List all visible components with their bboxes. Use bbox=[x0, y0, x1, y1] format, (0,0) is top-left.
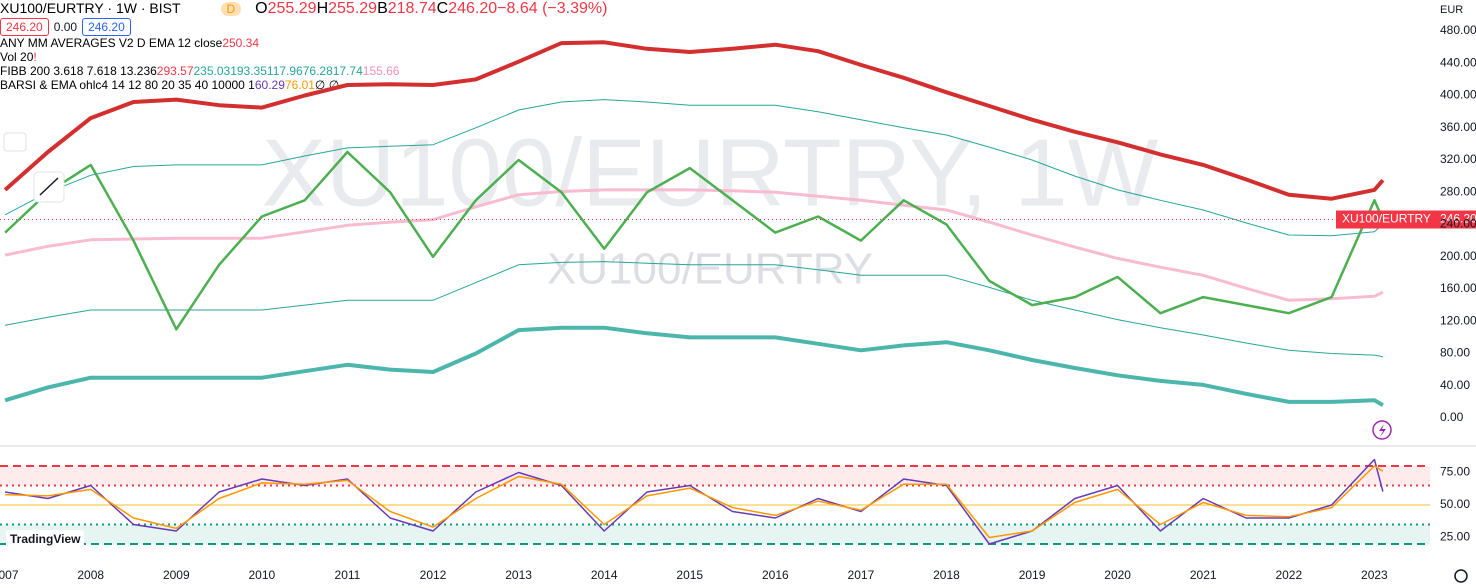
alert-icon bbox=[1372, 420, 1392, 440]
series-line bbox=[4, 99, 1384, 237]
y-tick-label: 50.00 bbox=[1440, 497, 1470, 511]
price-box: 246.20 bbox=[82, 18, 131, 36]
ohlc-label: H bbox=[316, 0, 329, 17]
ohlc-label: C bbox=[436, 0, 449, 17]
settings-icon bbox=[1454, 569, 1468, 583]
indicator-name: FIBB 200 3.618 7.618 13.236 bbox=[0, 64, 157, 78]
watermark: XU100/EURTRY, 1W bbox=[262, 119, 1159, 226]
x-tick-label: 2023 bbox=[1361, 568, 1388, 582]
y-tick-label: 120.00 bbox=[1440, 313, 1476, 327]
price-box: 0.00 bbox=[53, 20, 78, 34]
indicator-header: FIBB 200 3.618 7.618 13.236293.57235.031… bbox=[0, 64, 1476, 78]
ohlc-item: H255.29 bbox=[317, 0, 378, 17]
y-tick-label: 25.00 bbox=[1440, 530, 1470, 544]
x-tick-label: 2014 bbox=[591, 568, 618, 582]
x-tick-label: 2007 bbox=[0, 568, 19, 582]
indicator-value: 117.96 bbox=[266, 64, 303, 78]
x-tick-label: 2013 bbox=[505, 568, 532, 582]
ohlc-label: O bbox=[255, 0, 268, 17]
x-tick-label: 2019 bbox=[1019, 568, 1046, 582]
indicator-name: ANY MM AVERAGES V2 D EMA 12 close bbox=[0, 36, 223, 50]
ohlc-value: 255.29 bbox=[328, 0, 378, 17]
x-tick-label: 2009 bbox=[163, 568, 190, 582]
indicator-value: 155.66 bbox=[362, 64, 400, 78]
x-tick-label: 2008 bbox=[77, 568, 104, 582]
ohlc-value: 246.20 bbox=[448, 0, 498, 17]
indicator-value: 235.03 bbox=[193, 64, 231, 78]
y-tick-label: 360.00 bbox=[1440, 120, 1476, 134]
rsi-oversold-zone bbox=[0, 524, 1430, 545]
ohlc-item: B218.74 bbox=[377, 0, 437, 17]
ohlc-value: 218.74 bbox=[387, 0, 437, 17]
y-tick-label: 280.00 bbox=[1440, 184, 1476, 198]
indicator-value: 76.28 bbox=[302, 64, 333, 78]
series-line bbox=[4, 188, 1384, 302]
tool-icon bbox=[39, 177, 59, 196]
x-tick-label: 2018 bbox=[933, 568, 960, 582]
x-tick-label: 2016 bbox=[762, 568, 789, 582]
series-line bbox=[4, 325, 1384, 407]
indicator-header: Vol 20! bbox=[0, 50, 1476, 64]
logo-text: TradingView bbox=[10, 532, 81, 546]
rsi-badge: BA bbox=[0, 78, 17, 92]
x-tick-label: 2017 bbox=[848, 568, 875, 582]
rsi-header: BARSI & EMA ohlc4 14 12 80 20 35 40 1000… bbox=[0, 78, 1476, 92]
y-tick-label: 400.00 bbox=[1440, 88, 1476, 102]
ohlc-label: B bbox=[377, 0, 388, 17]
indicator-value: 193.35 bbox=[230, 64, 267, 78]
y-tick-label: 160.00 bbox=[1440, 281, 1476, 295]
price-tag-value: 246.20 bbox=[1440, 212, 1476, 226]
change: −8.64 (−3.39%) bbox=[497, 0, 608, 17]
price-box: 246.20 bbox=[0, 18, 49, 36]
indicator-value: 250.34 bbox=[222, 36, 260, 50]
tool-button bbox=[3, 132, 27, 152]
ohlc-item: C246.20 bbox=[437, 0, 498, 17]
rsi-value: 76.01 bbox=[284, 78, 315, 92]
y-tick-label: 80.00 bbox=[1440, 346, 1470, 360]
y-tick-label: 480.00 bbox=[1440, 23, 1476, 37]
x-tick-label: 2011 bbox=[335, 568, 361, 582]
alert-bolt bbox=[1379, 424, 1386, 437]
price-tag-label: XU100/EURTRY bbox=[1342, 212, 1431, 226]
y-tick-label: 40.00 bbox=[1440, 378, 1470, 392]
x-tick-label: 2015 bbox=[676, 568, 703, 582]
y-tick-label: 0.00 bbox=[1440, 410, 1464, 424]
y-tick-label: 320.00 bbox=[1440, 152, 1476, 166]
y-tick-label: 240.00 bbox=[1440, 217, 1476, 231]
series-line bbox=[5, 465, 1384, 539]
x-tick-label: 2021 bbox=[1190, 568, 1217, 582]
indicator-value: ! bbox=[33, 50, 37, 64]
ohlc-value: 255.29 bbox=[267, 0, 317, 17]
series-line bbox=[4, 150, 1385, 331]
y-tick-label: 75.00 bbox=[1440, 465, 1470, 479]
x-tick-label: 2022 bbox=[1275, 568, 1302, 582]
x-tick-label: 2020 bbox=[1104, 568, 1131, 582]
series-line bbox=[5, 261, 1383, 358]
indicator-value: 293.57 bbox=[156, 64, 194, 78]
x-tick-label: 2012 bbox=[420, 568, 447, 582]
rsi-name: RSI & EMA ohlc4 14 12 80 20 35 40 10000 … bbox=[16, 78, 255, 92]
price-tag-bg bbox=[1336, 210, 1476, 229]
indicator-value: 17.74 bbox=[332, 64, 363, 78]
rsi-overbought-zone bbox=[0, 465, 1430, 486]
indicator-header: ANY MM AVERAGES V2 D EMA 12 close250.34 bbox=[0, 36, 1476, 50]
y-tick-label: 200.00 bbox=[1440, 249, 1476, 263]
ohlc-item: O255.29 bbox=[255, 0, 316, 17]
axis-unit: EUR bbox=[1440, 4, 1463, 16]
symbol-header: XU100/EURTRY · 1W · BIST D O255.29H255.29B… bbox=[0, 0, 1476, 18]
x-tick-label: 2010 bbox=[249, 568, 276, 582]
rsi-value: 60.29 bbox=[254, 78, 285, 92]
symbol: XU100/EURTRY · 1W · BIST bbox=[0, 0, 181, 16]
price-boxes: 246.20 0.00 246.20 bbox=[0, 18, 1476, 36]
y-tick-label: 440.00 bbox=[1440, 55, 1476, 69]
watermark-sub: XU100/EURTRY bbox=[547, 245, 873, 294]
indicator-name: Vol 20 bbox=[0, 50, 34, 64]
logo: TradingView bbox=[6, 530, 85, 548]
badge: D bbox=[220, 2, 242, 16]
series-line bbox=[3, 40, 1385, 201]
